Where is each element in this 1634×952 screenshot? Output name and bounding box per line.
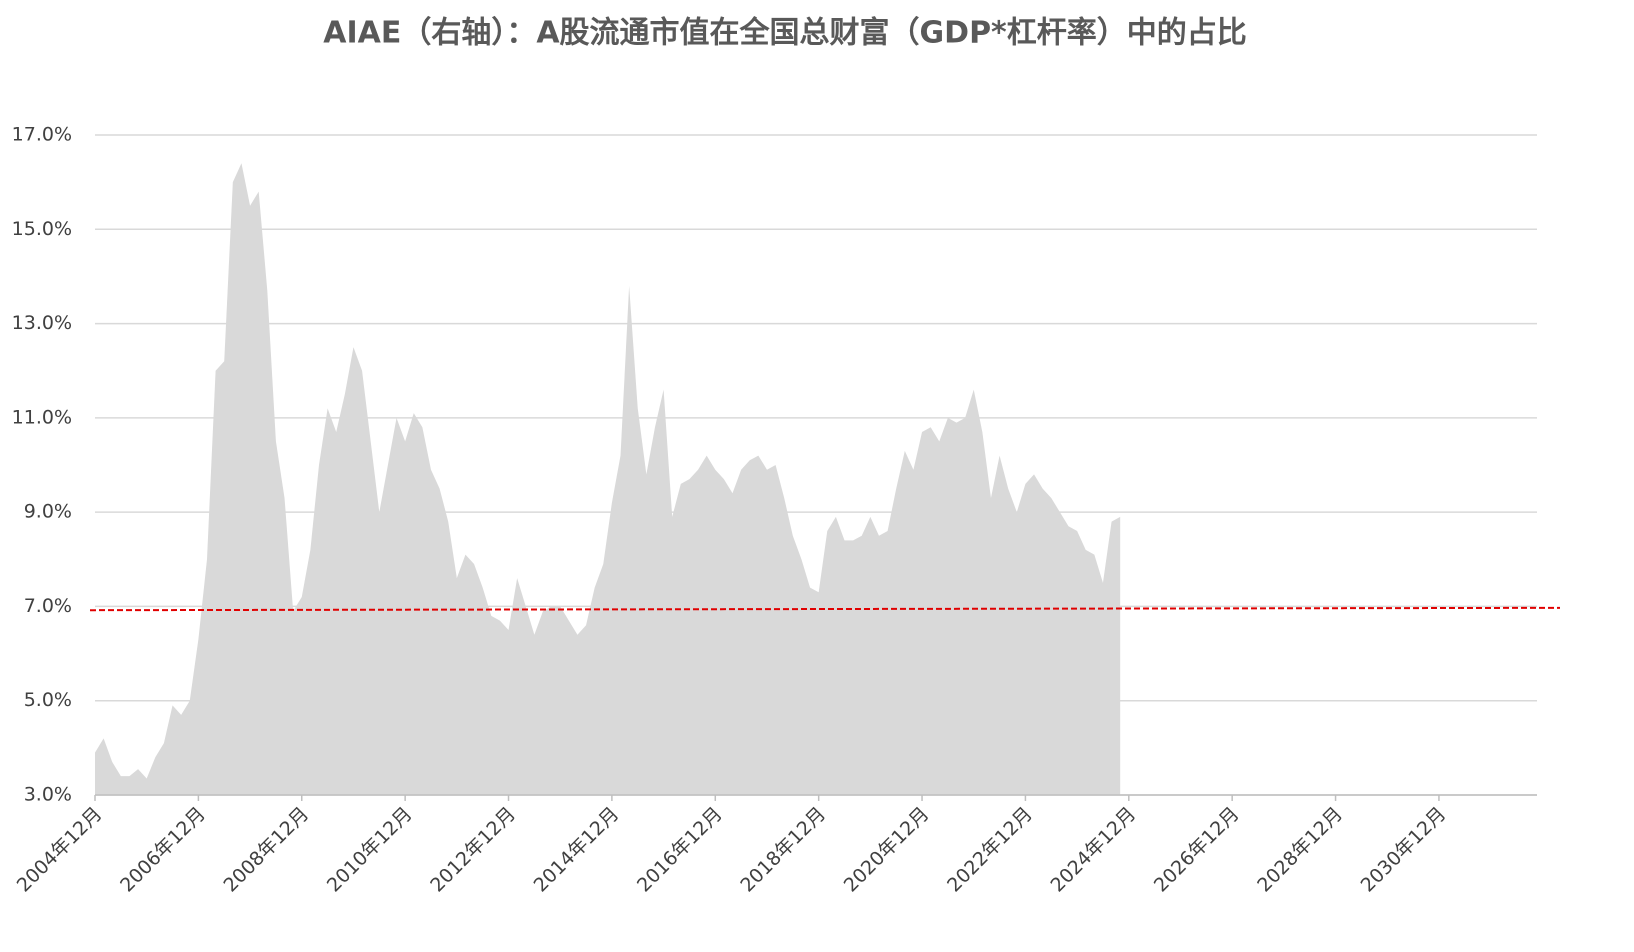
y-tick-label: 13.0%: [12, 312, 72, 334]
y-tick-label: 9.0%: [24, 501, 72, 523]
x-tick-label: 2024年12月: [1047, 803, 1141, 897]
chart-title: AIAE（右轴）：A股流通市值在全国总财富（GDP*杠杆率）中的占比: [323, 16, 1247, 51]
y-tick-label: 17.0%: [12, 124, 72, 146]
x-tick-label: 2010年12月: [323, 803, 417, 897]
area: [95, 163, 1121, 796]
y-tick-label: 11.0%: [12, 406, 72, 428]
y-tick-label: 7.0%: [24, 595, 72, 617]
x-tick-label: 2028年12月: [1253, 803, 1347, 897]
reference-line: [89, 606, 1561, 612]
y-tick-label: 3.0%: [24, 784, 72, 806]
x-tick-label: 2016年12月: [633, 803, 727, 897]
x-tick-label: 2012年12月: [426, 803, 520, 897]
x-tick-label: 2006年12月: [116, 803, 210, 897]
y-tick-label: 15.0%: [12, 218, 72, 240]
x-tick-label: 2004年12月: [13, 803, 107, 897]
x-tick-label: 2026年12月: [1150, 803, 1244, 897]
y-tick-label: 5.0%: [24, 689, 72, 711]
x-tick-label: 2030年12月: [1357, 803, 1451, 897]
x-tick-label: 2014年12月: [530, 803, 624, 897]
x-tick-label: 2018年12月: [736, 803, 830, 897]
x-tick-label: 2022年12月: [943, 803, 1037, 897]
x-tick-label: 2020年12月: [840, 803, 934, 897]
x-tick-label: 2008年12月: [219, 803, 313, 897]
